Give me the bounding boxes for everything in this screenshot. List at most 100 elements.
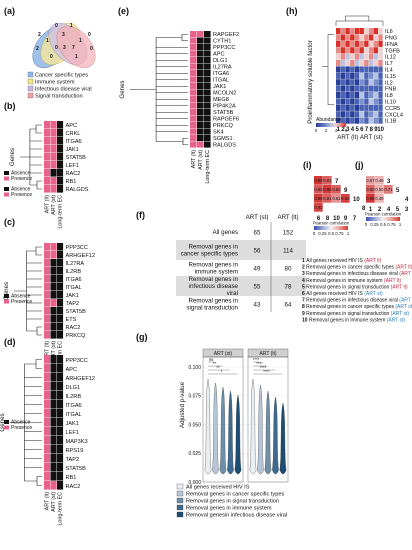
heatmap-cell bbox=[364, 111, 369, 118]
heatmap-cell bbox=[197, 122, 204, 129]
factor-label: CXCL4 bbox=[385, 112, 403, 118]
correlation-value: 0.71 bbox=[384, 187, 393, 192]
heatmap-cell bbox=[197, 89, 204, 96]
heatmap-cell bbox=[44, 251, 51, 259]
heatmap-cell bbox=[204, 109, 211, 116]
heatmap-cell bbox=[50, 355, 57, 364]
dendrogram bbox=[322, 34, 334, 106]
heatmap-cell bbox=[57, 145, 64, 153]
heatmap-cell bbox=[364, 60, 369, 67]
heatmap-cell bbox=[197, 83, 204, 90]
violin bbox=[212, 382, 219, 475]
table-header-st: ART (st) bbox=[246, 214, 269, 221]
heatmap-cell bbox=[364, 53, 369, 60]
heatmap-cell bbox=[44, 161, 51, 169]
heatmap-cell bbox=[44, 427, 51, 436]
heatmap-cell bbox=[57, 382, 64, 391]
column-number: 1 bbox=[337, 127, 341, 133]
heatmap-cell bbox=[373, 117, 378, 124]
heatmap-cell bbox=[50, 472, 57, 481]
heatmap-cell bbox=[378, 98, 383, 105]
correlation-cell bbox=[366, 176, 375, 185]
correlation-cell bbox=[314, 176, 323, 185]
venn-count: 1 bbox=[75, 54, 78, 60]
violin bbox=[234, 394, 242, 475]
heatmap-cell bbox=[359, 34, 364, 41]
heatmap-cell bbox=[190, 63, 197, 70]
heatmap-cell bbox=[340, 66, 346, 73]
panel-h: (h) Proinflammatory soluble factor IL6PN… bbox=[286, 6, 403, 141]
heatmap-cell bbox=[57, 355, 64, 364]
heatmap-cell bbox=[340, 34, 346, 41]
violin bbox=[249, 378, 257, 475]
gene-label: JAK1 bbox=[213, 84, 226, 90]
heatmap-cell bbox=[350, 85, 355, 92]
heatmap-cell bbox=[350, 117, 355, 124]
venn-diagram bbox=[32, 22, 96, 69]
heatmap-cell bbox=[44, 373, 51, 382]
heatmap-cell bbox=[340, 28, 346, 35]
gene-label: ETS bbox=[66, 317, 77, 323]
footnote: 1 All genes received HIV IS (ART lt) bbox=[302, 258, 382, 264]
heatmap-cell bbox=[50, 153, 57, 161]
heatmap-cell bbox=[50, 418, 57, 427]
heatmap-cell bbox=[57, 275, 64, 283]
heatmap-cell bbox=[204, 89, 211, 96]
heatmap-cell bbox=[197, 44, 204, 51]
legend-swatch-presence bbox=[4, 425, 9, 430]
legend-label: All genes received HIV IS bbox=[186, 485, 250, 491]
legend-title: Pearson correlation bbox=[365, 212, 402, 217]
venn-count: 1 bbox=[70, 23, 73, 29]
heatmap-cell bbox=[50, 427, 57, 436]
heatmap-cell bbox=[204, 115, 211, 122]
gene-label: STAT5B bbox=[66, 155, 87, 161]
heatmap-cell bbox=[373, 60, 378, 67]
heatmap-cell bbox=[44, 243, 51, 251]
heatmap-cell bbox=[378, 104, 383, 111]
venn-legend-label: Immune system bbox=[35, 80, 75, 86]
gene-label: PRKCQ bbox=[66, 333, 87, 339]
legend-label: Removal genes in signal transduction bbox=[186, 499, 279, 505]
legend-label: Presence bbox=[11, 425, 32, 431]
violin bbox=[219, 386, 227, 475]
heatmap-cell bbox=[378, 117, 383, 124]
gene-label: JAK1 bbox=[66, 293, 79, 299]
panel-b: (b) Genes APC CRKL ITGA6 JAK1 STAT5B LEF1 RAC2 R… bbox=[4, 101, 89, 229]
heatmap-cell bbox=[345, 117, 350, 124]
gene-label: APC bbox=[213, 52, 225, 58]
factor-label: TGFB bbox=[385, 48, 400, 54]
heatmap-cell bbox=[190, 122, 197, 129]
panel-label-b: (b) bbox=[4, 101, 16, 111]
gene-label: RAC2 bbox=[66, 325, 81, 331]
correlation-cell bbox=[314, 203, 323, 212]
heatmap-cell bbox=[50, 331, 57, 339]
heatmap-cell bbox=[197, 63, 204, 70]
gene-label: ARHGEF12 bbox=[66, 376, 96, 382]
heatmap-cell bbox=[190, 89, 197, 96]
heatmap-cell bbox=[197, 37, 204, 44]
table-cell-st: 65 bbox=[254, 230, 261, 237]
heatmap-cell bbox=[368, 40, 374, 47]
gene-label: PPP3CC bbox=[66, 358, 88, 364]
table-row-label: Removal genes in bbox=[188, 244, 238, 251]
column-label: ART (st) bbox=[51, 195, 57, 215]
heatmap-cell bbox=[359, 117, 364, 124]
heatmap-cell bbox=[50, 409, 57, 418]
heatmap-cell bbox=[44, 129, 51, 137]
heatmap-cell bbox=[340, 47, 346, 54]
correlation-cell bbox=[375, 176, 384, 185]
heatmap-cell bbox=[57, 400, 64, 409]
y-tick-label: 0.075 bbox=[188, 394, 201, 400]
heatmap-cell bbox=[197, 128, 204, 135]
gene-label: JAK1 bbox=[66, 147, 79, 153]
heatmap-cell bbox=[190, 102, 197, 109]
legend-tick: 0 bbox=[315, 128, 318, 133]
venn-legend: Cancer specific types Immune system Infe… bbox=[27, 71, 92, 100]
legend-colorbar bbox=[316, 123, 346, 127]
gene-label: ITGA6 bbox=[213, 71, 229, 77]
heatmap-cell bbox=[197, 109, 204, 116]
legend-tick: 1 bbox=[347, 231, 350, 236]
y-axis-label: Adjusted p-value bbox=[179, 381, 186, 428]
correlation-value: 0.85 bbox=[314, 187, 323, 192]
significance-label: ns bbox=[209, 357, 213, 362]
